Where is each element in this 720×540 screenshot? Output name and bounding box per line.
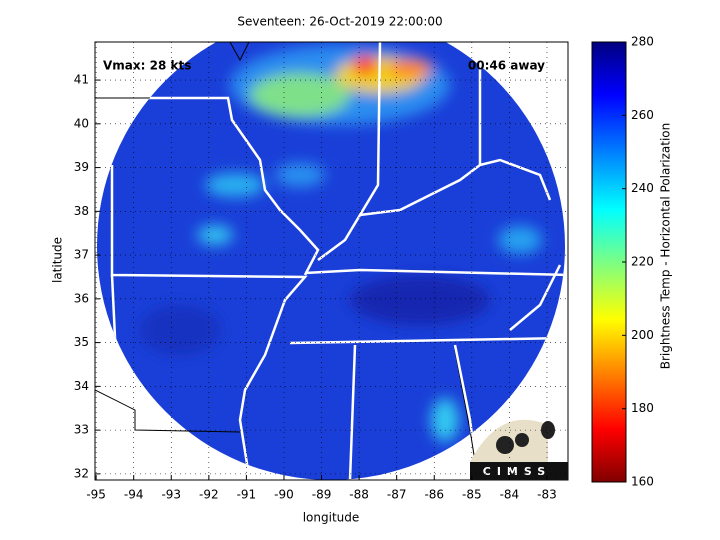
y-tick-label: 37	[74, 248, 89, 262]
x-tick-label: -84	[500, 488, 520, 502]
x-tick-label: -83	[537, 488, 557, 502]
colorbar	[591, 41, 627, 483]
logo-text: CIMSS	[483, 465, 551, 478]
colorbar-tick-label: 240	[631, 181, 654, 195]
colorbar-tick-label: 260	[631, 108, 654, 122]
logo: CIMSS	[470, 419, 568, 480]
colorbar-label: Brightness Temp - Horizontal Polarizatio…	[659, 123, 673, 370]
colorbar-tick-label: 200	[631, 328, 654, 342]
colorbar-tick-label: 220	[631, 255, 654, 269]
y-tick-label: 40	[74, 116, 89, 130]
y-axis-label: latitude	[51, 237, 65, 283]
x-tick-label: -93	[161, 488, 181, 502]
x-tick-label: -88	[349, 488, 369, 502]
x-tick-label: -91	[237, 488, 257, 502]
x-tick-label: -87	[387, 488, 407, 502]
x-tick-label: -85	[462, 488, 482, 502]
x-tick-label: -90	[274, 488, 294, 502]
x-tick-label: -89	[312, 488, 332, 502]
x-tick-label: -95	[86, 488, 106, 502]
colorbar-tick-label: 160	[631, 475, 654, 489]
y-tick-label: 36	[74, 291, 89, 305]
title: Seventeen: 26-Oct-2019 22:00:00	[237, 15, 442, 29]
vmax-label: Vmax: 28 kts	[103, 59, 191, 73]
x-tick-label: -92	[199, 488, 219, 502]
plot-frame	[94, 41, 569, 481]
x-tick-label: -86	[424, 488, 444, 502]
y-tick-label: 38	[74, 204, 89, 218]
time-away-label: 00:46 away	[468, 59, 545, 73]
x-axis-label: longitude	[303, 511, 360, 525]
y-tick-label: 32	[74, 466, 89, 480]
y-tick-label: 34	[74, 379, 89, 393]
colorbar-tick-label: 180	[631, 401, 654, 415]
y-tick-label: 39	[74, 160, 89, 174]
colorbar-tick-label: 280	[631, 35, 654, 49]
y-tick-label: 41	[74, 73, 89, 87]
map-image	[95, 42, 568, 480]
y-tick-label: 33	[74, 423, 89, 437]
x-tick-label: -94	[124, 488, 144, 502]
y-tick-label: 35	[74, 335, 89, 349]
